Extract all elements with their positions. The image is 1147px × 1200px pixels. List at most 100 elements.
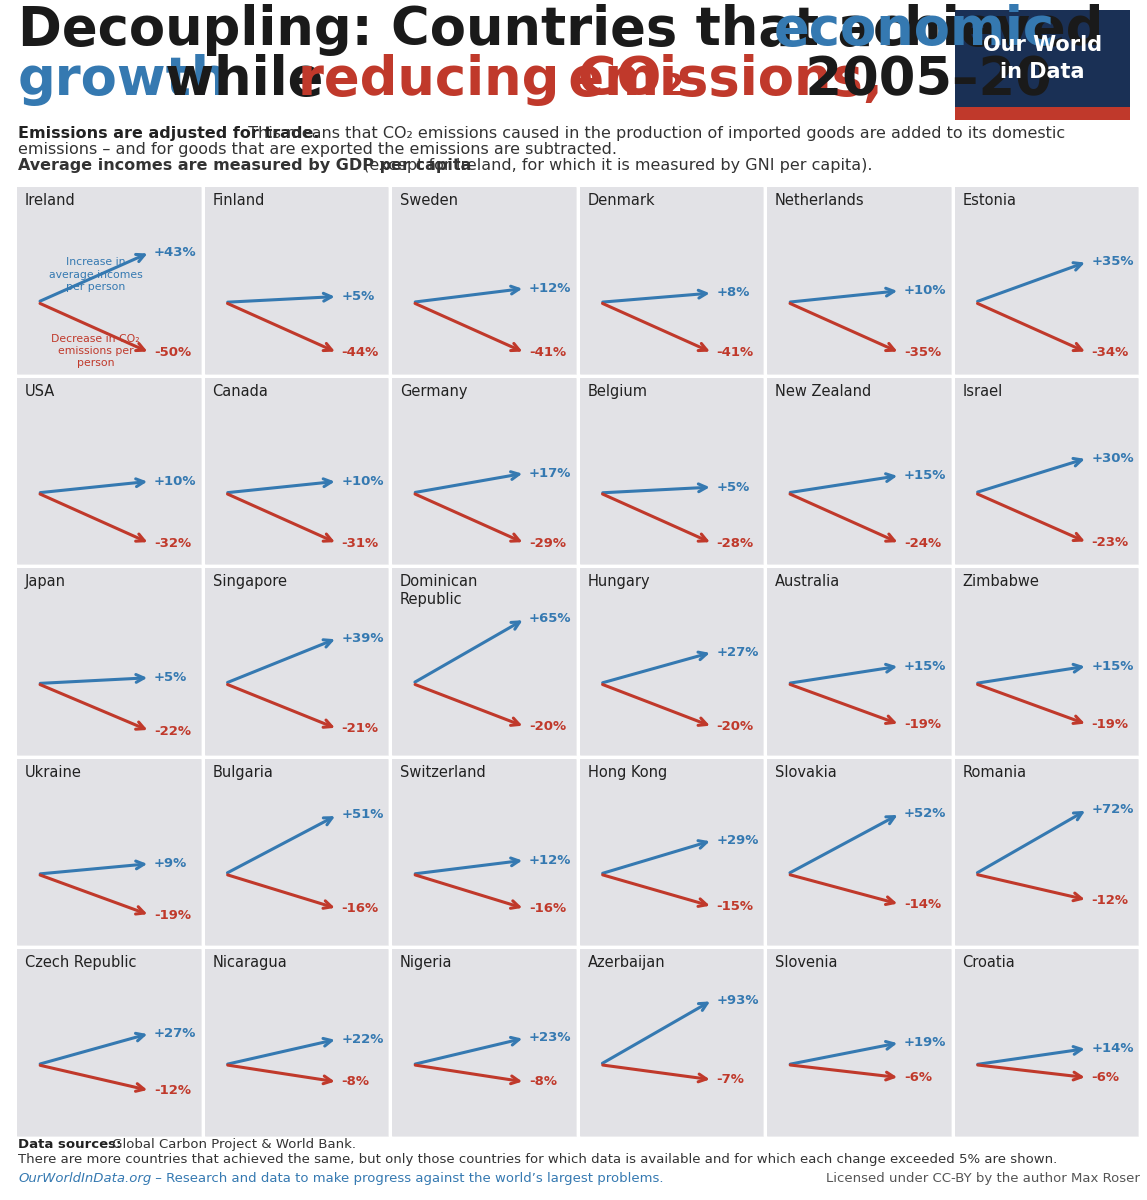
FancyBboxPatch shape	[954, 568, 1138, 755]
Text: (except for Ireland, for which it is measured by GNI per capita).: (except for Ireland, for which it is mea…	[358, 158, 873, 173]
FancyBboxPatch shape	[579, 758, 763, 946]
Text: growth: growth	[18, 54, 229, 106]
Text: Netherlands: Netherlands	[775, 193, 865, 208]
Text: -20%: -20%	[717, 720, 754, 733]
Text: +17%: +17%	[529, 467, 571, 480]
Text: -12%: -12%	[1092, 894, 1129, 906]
Text: Singapore: Singapore	[212, 574, 287, 589]
Text: Licensed under CC-BY by the author Max Roser: Licensed under CC-BY by the author Max R…	[826, 1172, 1140, 1186]
FancyBboxPatch shape	[767, 568, 951, 755]
Text: -19%: -19%	[1092, 718, 1129, 731]
Text: Switzerland: Switzerland	[400, 764, 485, 780]
Text: +51%: +51%	[342, 809, 384, 821]
Text: +10%: +10%	[342, 475, 384, 487]
Text: +14%: +14%	[1092, 1042, 1134, 1055]
FancyBboxPatch shape	[392, 187, 576, 373]
Text: Hong Kong: Hong Kong	[587, 764, 666, 780]
Text: economic: economic	[774, 4, 1055, 56]
FancyBboxPatch shape	[15, 185, 1140, 1138]
Text: +52%: +52%	[904, 808, 946, 820]
FancyBboxPatch shape	[767, 758, 951, 946]
Text: +10%: +10%	[904, 284, 946, 298]
Text: +29%: +29%	[717, 834, 759, 847]
Text: +12%: +12%	[529, 853, 571, 866]
Text: -24%: -24%	[904, 536, 942, 550]
Text: Dominican
Republic: Dominican Republic	[400, 574, 478, 606]
Text: Zimbabwe: Zimbabwe	[962, 574, 1039, 589]
Text: Croatia: Croatia	[962, 955, 1015, 971]
Text: Australia: Australia	[775, 574, 841, 589]
Text: -31%: -31%	[342, 536, 379, 550]
FancyBboxPatch shape	[17, 187, 201, 373]
Text: Nicaragua: Nicaragua	[212, 955, 287, 971]
Text: +5%: +5%	[717, 480, 750, 493]
Text: Slovenia: Slovenia	[775, 955, 837, 971]
Text: – Research and data to make progress against the world’s largest problems.: – Research and data to make progress aga…	[151, 1172, 663, 1186]
FancyBboxPatch shape	[767, 378, 951, 564]
FancyBboxPatch shape	[392, 949, 576, 1136]
Text: +23%: +23%	[529, 1032, 571, 1044]
Text: -44%: -44%	[342, 347, 379, 359]
Text: -7%: -7%	[717, 1073, 744, 1086]
Text: -32%: -32%	[154, 536, 192, 550]
Text: Average incomes are measured by GDP per capita: Average incomes are measured by GDP per …	[18, 158, 471, 173]
Text: -41%: -41%	[717, 347, 754, 359]
Text: while: while	[147, 54, 342, 106]
FancyBboxPatch shape	[392, 758, 576, 946]
Text: Increase in
average incomes
per person: Increase in average incomes per person	[49, 258, 142, 293]
Text: -19%: -19%	[904, 718, 941, 731]
Text: Ireland: Ireland	[25, 193, 76, 208]
FancyBboxPatch shape	[392, 568, 576, 755]
Text: +5%: +5%	[154, 671, 187, 684]
Text: Nigeria: Nigeria	[400, 955, 453, 971]
Text: -19%: -19%	[154, 908, 192, 922]
Text: +12%: +12%	[529, 282, 571, 295]
Text: Japan: Japan	[25, 574, 67, 589]
FancyBboxPatch shape	[204, 187, 388, 373]
FancyBboxPatch shape	[579, 949, 763, 1136]
Text: +9%: +9%	[154, 857, 187, 870]
Text: Finland: Finland	[212, 193, 265, 208]
Text: -20%: -20%	[529, 720, 567, 733]
Text: -21%: -21%	[342, 722, 379, 736]
Text: +43%: +43%	[154, 246, 196, 259]
FancyBboxPatch shape	[17, 568, 201, 755]
FancyBboxPatch shape	[579, 187, 763, 373]
Text: +93%: +93%	[717, 994, 759, 1007]
Text: -50%: -50%	[154, 347, 192, 359]
Text: +27%: +27%	[717, 646, 759, 659]
Text: +27%: +27%	[154, 1027, 196, 1040]
FancyBboxPatch shape	[17, 378, 201, 564]
Text: USA: USA	[25, 384, 55, 398]
FancyBboxPatch shape	[954, 758, 1138, 946]
Text: Decoupling: Countries that achieved: Decoupling: Countries that achieved	[18, 4, 1122, 56]
Text: -15%: -15%	[717, 900, 754, 913]
Text: Our World
in Data: Our World in Data	[983, 35, 1102, 82]
Text: -16%: -16%	[342, 902, 379, 916]
FancyBboxPatch shape	[954, 378, 1138, 564]
Text: Belgium: Belgium	[587, 384, 648, 398]
Text: +65%: +65%	[529, 612, 571, 625]
Text: -23%: -23%	[1092, 536, 1129, 550]
Text: -6%: -6%	[904, 1072, 933, 1084]
Text: Slovakia: Slovakia	[775, 764, 837, 780]
Text: +30%: +30%	[1092, 451, 1134, 464]
Text: New Zealand: New Zealand	[775, 384, 872, 398]
Text: Bulgaria: Bulgaria	[212, 764, 273, 780]
Text: There are more countries that achieved the same, but only those countries for wh: There are more countries that achieved t…	[18, 1153, 1058, 1166]
FancyBboxPatch shape	[954, 187, 1138, 373]
Text: Global Carbon Project & World Bank.: Global Carbon Project & World Bank.	[108, 1138, 356, 1151]
FancyBboxPatch shape	[954, 949, 1138, 1136]
Text: Hungary: Hungary	[587, 574, 650, 589]
Text: Decrease in CO₂
emissions per
person: Decrease in CO₂ emissions per person	[52, 334, 140, 368]
FancyBboxPatch shape	[579, 378, 763, 564]
Text: Data sources:: Data sources:	[18, 1138, 122, 1151]
Text: emissions – and for goods that are exported the emissions are subtracted.: emissions – and for goods that are expor…	[18, 142, 617, 157]
Text: +19%: +19%	[904, 1036, 946, 1049]
Text: -6%: -6%	[1092, 1072, 1119, 1084]
Text: -14%: -14%	[904, 898, 942, 911]
Text: Israel: Israel	[962, 384, 1002, 398]
Text: Canada: Canada	[212, 384, 268, 398]
Text: +35%: +35%	[1092, 256, 1134, 268]
FancyBboxPatch shape	[204, 378, 388, 564]
